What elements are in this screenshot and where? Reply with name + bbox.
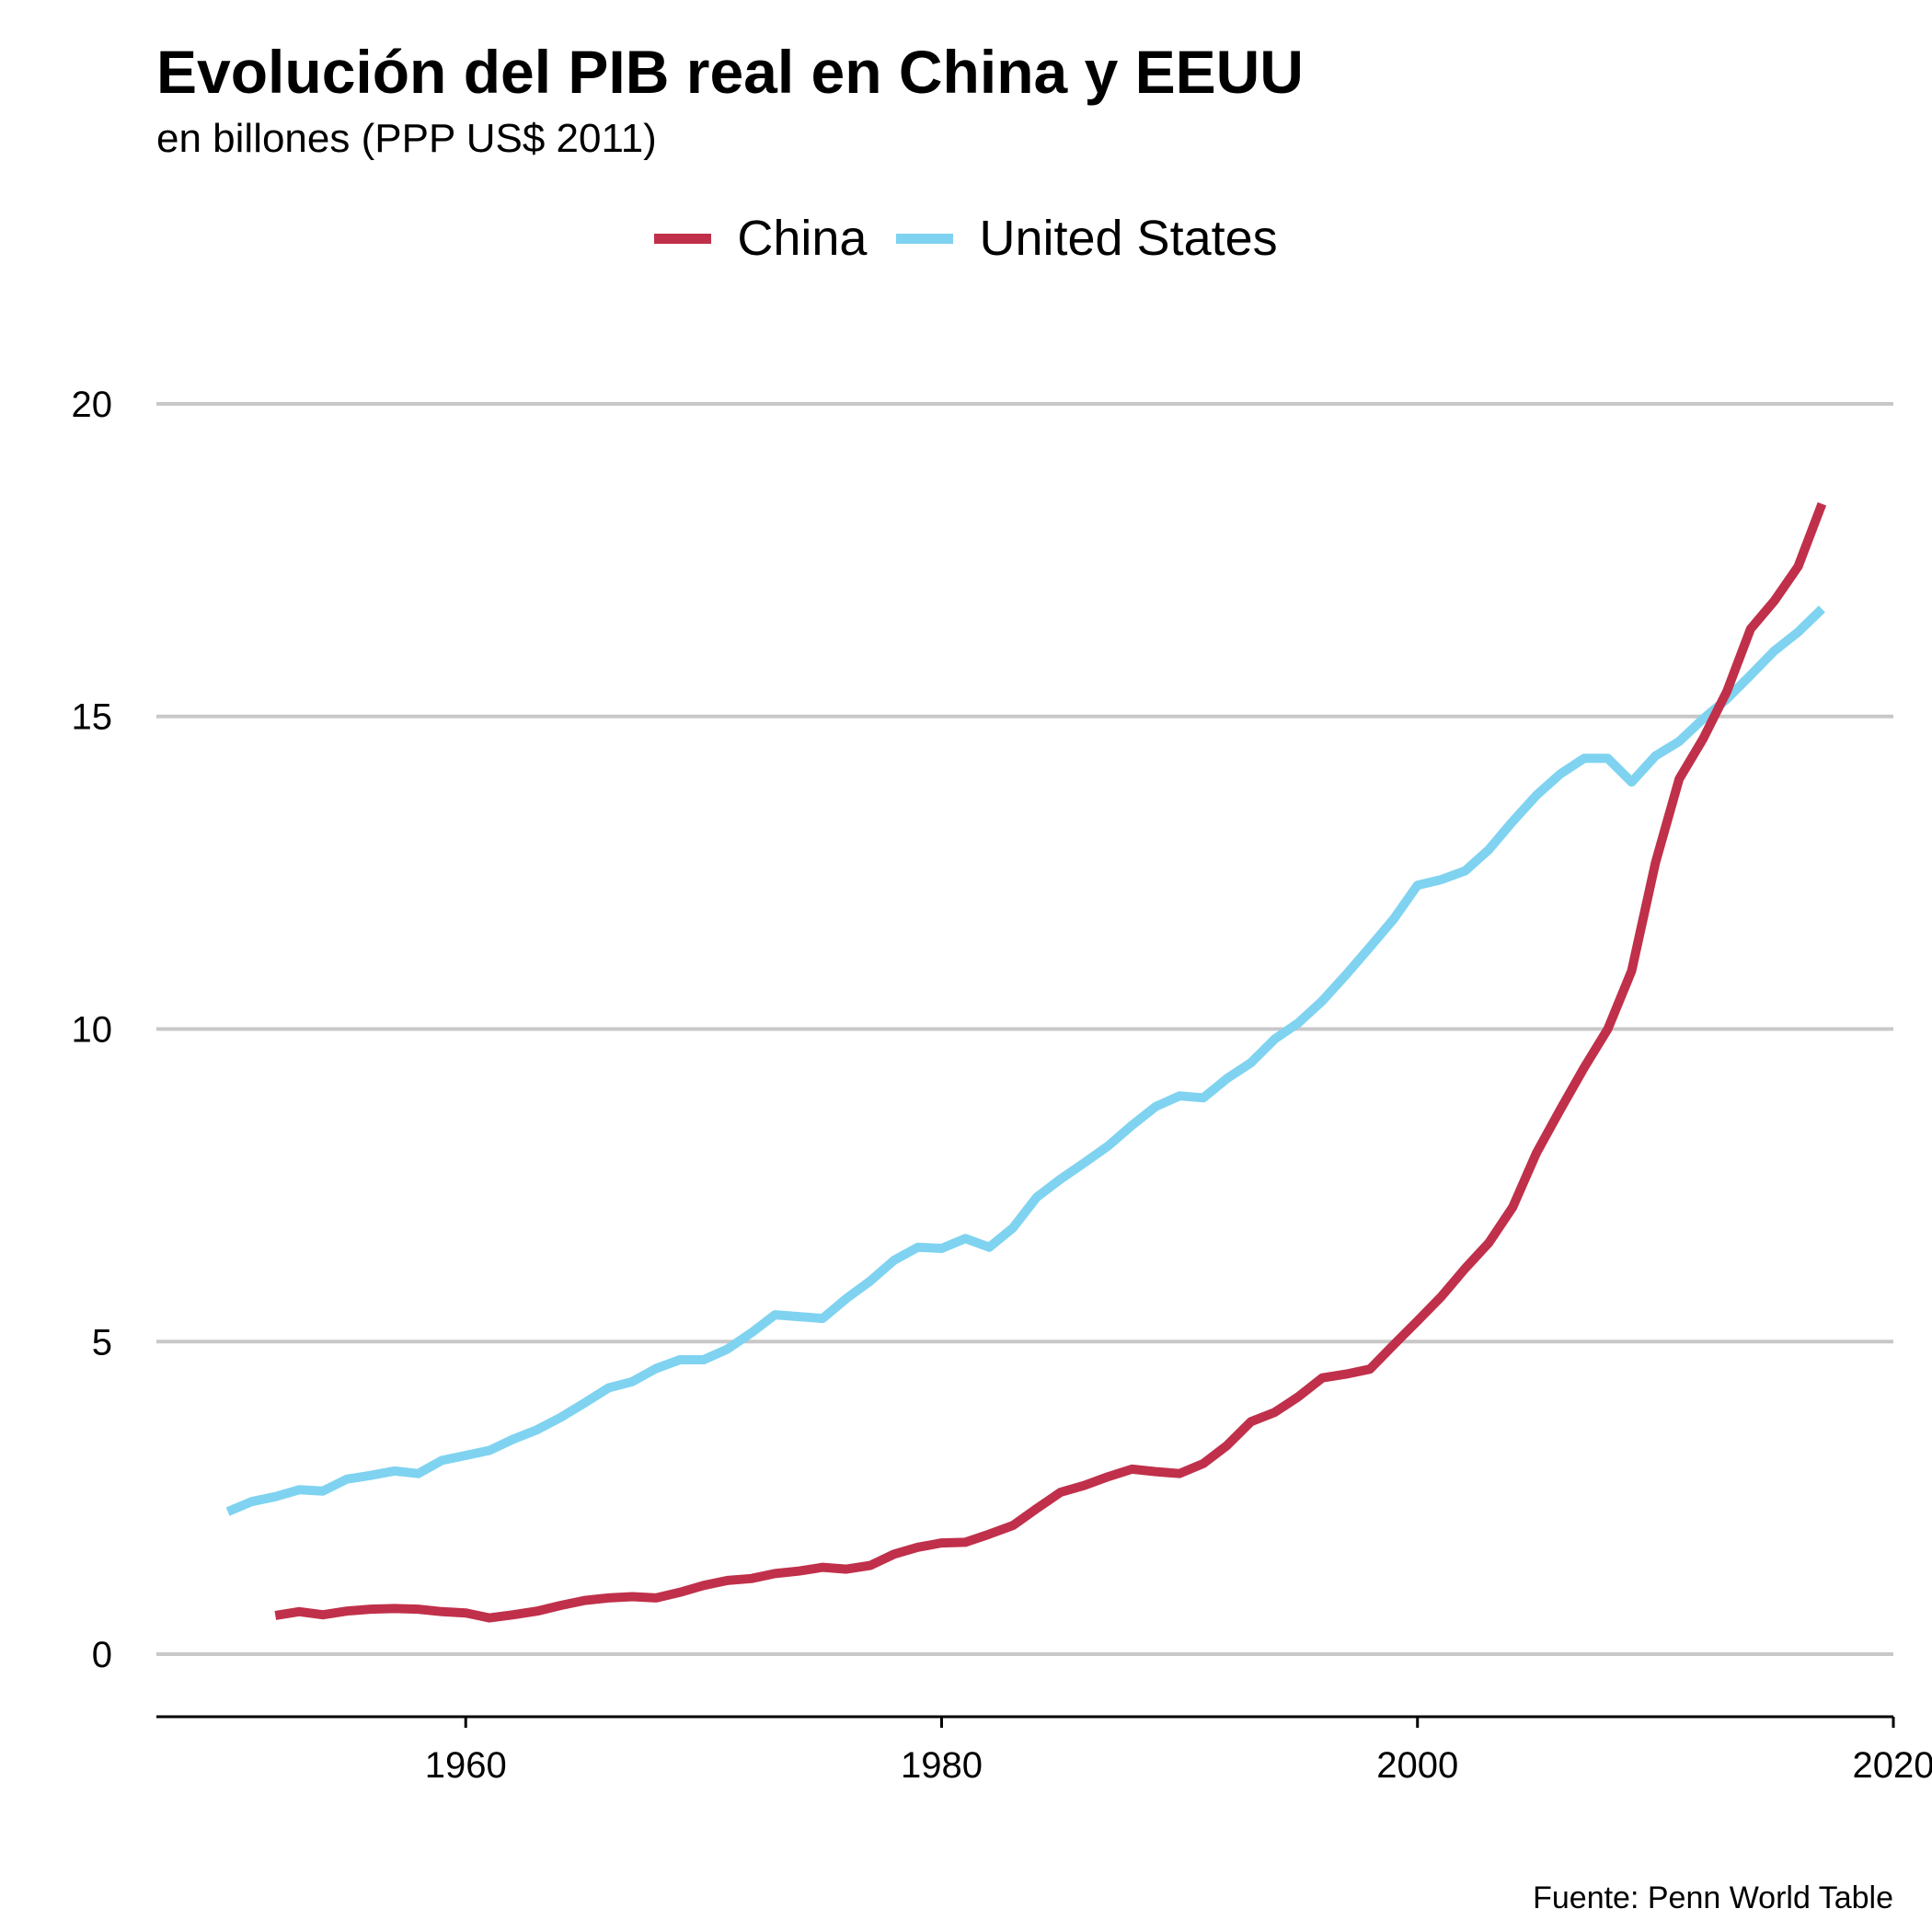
x-tick-label-1960: 1960	[425, 1745, 507, 1786]
legend-label-china: China	[737, 211, 868, 266]
y-axis-tick-labels: 0 5 10 15 20	[72, 385, 113, 1675]
y-tick-label-10: 10	[72, 1010, 113, 1051]
series-line-china	[274, 501, 1827, 1623]
series-lines	[225, 501, 1827, 1623]
legend-label-united-states: United States	[979, 211, 1278, 266]
source-caption: Fuente: Penn World Table	[1533, 1880, 1893, 1915]
y-tick-label-20: 20	[72, 385, 113, 425]
y-tick-label-15: 15	[72, 697, 113, 738]
legend: China United States	[0, 210, 1932, 267]
y-tick-label-5: 5	[92, 1322, 112, 1363]
legend-swatch-china	[654, 233, 712, 244]
x-tick-label-2000: 2000	[1376, 1745, 1458, 1786]
legend-item-united-states: United States	[896, 210, 1278, 267]
legend-item-china: China	[654, 210, 867, 267]
y-tick-label-0: 0	[92, 1635, 112, 1675]
gridlines	[156, 401, 1893, 1657]
series-line-united-states	[225, 605, 1825, 1516]
x-tick-label-2020: 2020	[1853, 1745, 1932, 1786]
chart-title: Evolución del PIB real en China y EEUU	[156, 38, 1304, 106]
chart-subtitle: en billones (PPP US$ 2011)	[156, 116, 657, 161]
x-tick-label-1980: 1980	[901, 1745, 983, 1786]
x-axis: 1960 1980 2000 2020	[156, 1715, 1932, 1786]
legend-swatch-united-states	[896, 233, 954, 244]
